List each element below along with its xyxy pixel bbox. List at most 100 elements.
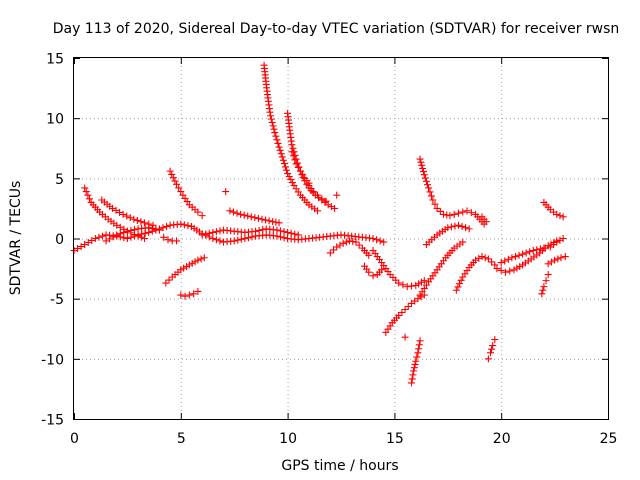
- y-tick-label: -5: [50, 292, 64, 308]
- series-arc-7h-band-a: [198, 225, 302, 239]
- data-point: [98, 232, 106, 240]
- data-point: [130, 215, 138, 223]
- chart-title: Day 113 of 2020, Sidereal Day-to-day VTE…: [53, 21, 620, 37]
- data-point: [216, 237, 224, 245]
- data-point: [511, 253, 519, 261]
- data-point: [339, 239, 347, 247]
- data-point: [413, 353, 421, 361]
- data-point: [478, 253, 486, 261]
- data-point: [355, 241, 363, 249]
- data-point: [270, 125, 278, 133]
- x-tick-label: 5: [177, 431, 186, 447]
- data-point: [173, 237, 181, 245]
- data-point: [202, 230, 210, 238]
- series-arc-10h-spike: [284, 109, 339, 212]
- data-point: [148, 224, 156, 232]
- data-point: [74, 245, 82, 253]
- x-tick-labels: 0 5 10 15 20 25: [70, 431, 617, 447]
- data-point: [194, 256, 202, 264]
- data-point: [284, 170, 292, 178]
- data-point: [91, 235, 99, 242]
- data-point: [419, 168, 427, 176]
- data-point: [175, 184, 183, 192]
- data-point: [194, 287, 202, 295]
- data-point: [309, 188, 317, 196]
- data-point: [501, 268, 509, 276]
- data-point: [272, 132, 280, 140]
- data-point: [116, 223, 124, 231]
- data-point: [399, 281, 407, 289]
- data-point: [559, 213, 567, 221]
- data-point: [181, 292, 189, 300]
- data-point: [185, 291, 193, 299]
- data-point: [288, 141, 296, 149]
- series-point-7h: [222, 188, 230, 196]
- data-point: [556, 212, 564, 220]
- data-point: [314, 207, 322, 215]
- data-point: [540, 244, 548, 252]
- data-point: [216, 227, 224, 235]
- data-point: [275, 219, 283, 227]
- data-point: [533, 246, 541, 254]
- data-point: [233, 209, 241, 217]
- x-tick-label: 20: [493, 431, 511, 447]
- series-arc-early-b: [98, 196, 157, 229]
- x-tick-label: 0: [70, 431, 79, 447]
- data-point: [515, 251, 523, 259]
- data-point: [273, 226, 281, 234]
- data-point: [267, 115, 275, 123]
- data-point: [415, 341, 423, 349]
- data-point: [133, 216, 141, 224]
- series-arc-14h-trough: [369, 247, 428, 291]
- data-point: [504, 255, 512, 263]
- data-point: [276, 233, 284, 241]
- data-point: [162, 279, 170, 287]
- data-point: [247, 213, 255, 221]
- data-point: [120, 228, 128, 236]
- data-point: [409, 371, 417, 379]
- data-point: [412, 357, 420, 365]
- data-point: [112, 206, 120, 214]
- data-point: [557, 254, 565, 262]
- series-arc-19h-deep: [484, 336, 499, 363]
- data-point: [123, 227, 131, 235]
- series-arc-11h-short: [305, 182, 330, 205]
- data-point: [140, 235, 148, 242]
- data-point: [326, 249, 334, 257]
- data-point: [411, 360, 419, 368]
- data-point: [280, 228, 288, 236]
- data-point: [553, 210, 561, 218]
- data-point: [501, 257, 509, 265]
- series-arc-16h-deep: [407, 337, 424, 387]
- series-arc-12h-negative: [326, 237, 373, 259]
- data-point: [443, 211, 451, 219]
- data-point: [279, 156, 287, 164]
- data-point: [422, 177, 430, 185]
- data-point: [426, 188, 434, 196]
- data-point: [536, 245, 544, 253]
- data-point: [547, 258, 555, 266]
- data-point: [463, 207, 471, 215]
- y-tick-label: 10: [46, 112, 64, 128]
- data-point: [369, 272, 377, 280]
- data-point: [407, 282, 415, 290]
- data-point: [398, 309, 406, 317]
- data-point: [284, 228, 292, 236]
- data-point: [327, 203, 335, 211]
- data-point: [440, 210, 448, 218]
- data-point: [200, 254, 208, 262]
- data-point: [425, 184, 433, 192]
- data-point: [287, 229, 295, 237]
- data-point: [280, 160, 288, 168]
- data-point: [205, 229, 213, 237]
- data-point: [491, 336, 499, 344]
- data-point: [462, 224, 470, 232]
- data-point: [277, 150, 285, 158]
- series-arc-18h-rising: [452, 253, 499, 294]
- data-point: [410, 367, 418, 375]
- data-point: [401, 333, 409, 341]
- data-point: [251, 214, 259, 222]
- data-point: [373, 236, 381, 244]
- data-point: [314, 191, 322, 199]
